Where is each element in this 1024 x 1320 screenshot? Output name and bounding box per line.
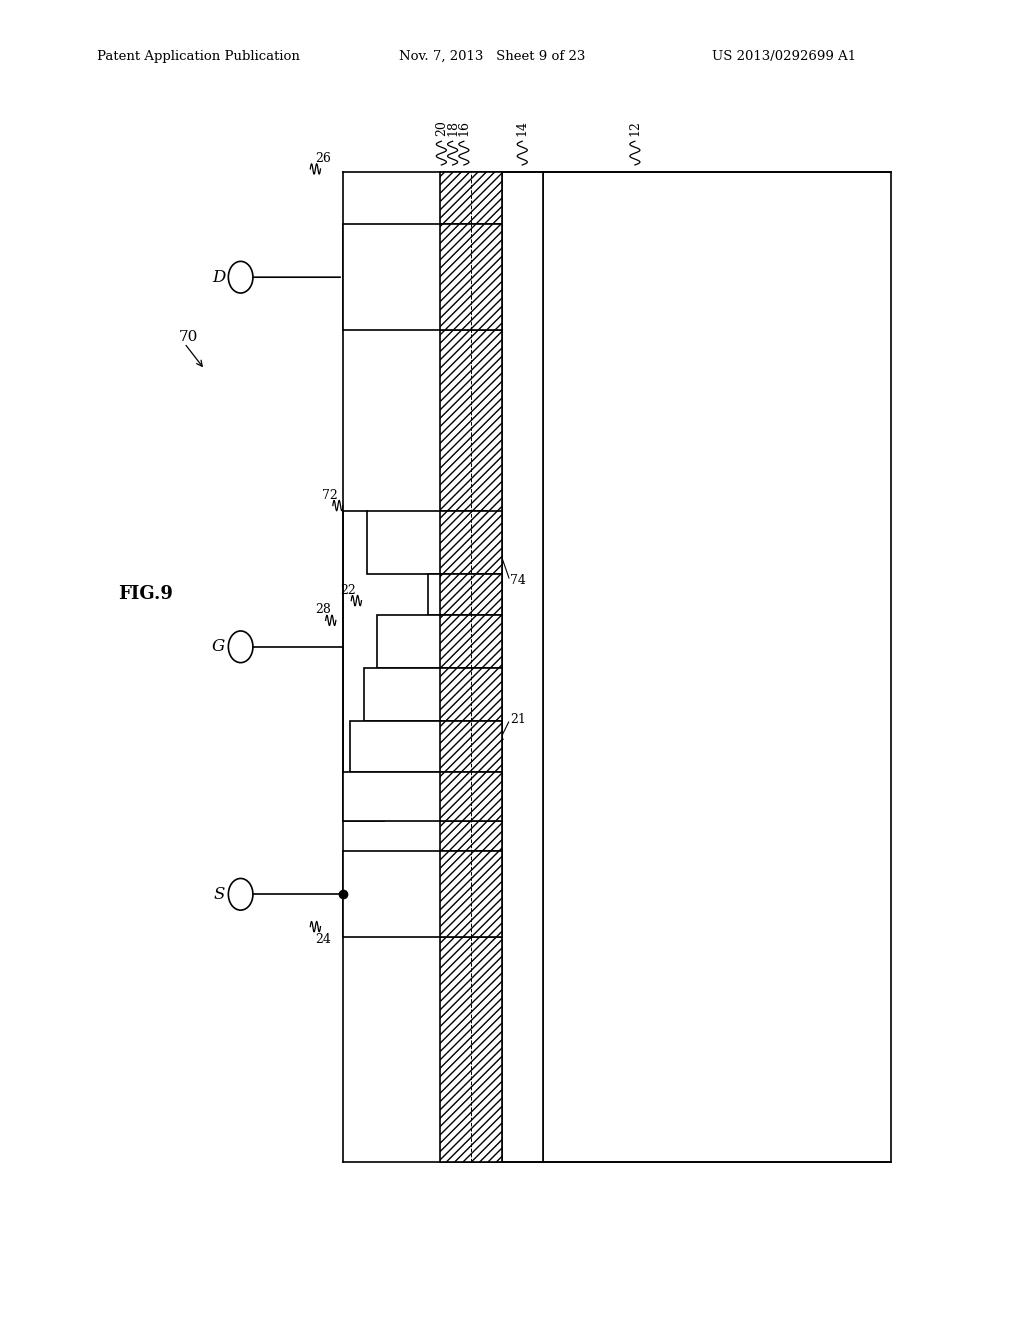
Bar <box>440 772 502 821</box>
Text: S: S <box>214 886 225 903</box>
Bar <box>343 851 502 937</box>
Text: 12: 12 <box>629 120 641 136</box>
Text: 22: 22 <box>341 583 356 597</box>
Bar <box>428 574 502 615</box>
Bar <box>440 224 502 330</box>
Text: 26: 26 <box>315 152 332 165</box>
Bar <box>440 851 502 937</box>
Bar <box>502 172 543 1162</box>
Bar <box>440 172 502 1162</box>
Bar <box>440 511 502 574</box>
Text: 21: 21 <box>510 713 526 726</box>
Text: 72: 72 <box>323 488 338 502</box>
Bar <box>364 668 492 721</box>
Text: FIG.9: FIG.9 <box>118 585 173 603</box>
Bar <box>440 574 502 615</box>
Text: US 2013/0292699 A1: US 2013/0292699 A1 <box>712 50 856 63</box>
Text: 20: 20 <box>435 120 447 136</box>
Bar <box>343 224 502 330</box>
Bar <box>543 172 891 1162</box>
Bar <box>367 511 487 574</box>
Text: 70: 70 <box>179 330 199 343</box>
Text: Patent Application Publication: Patent Application Publication <box>97 50 300 63</box>
Text: Nov. 7, 2013   Sheet 9 of 23: Nov. 7, 2013 Sheet 9 of 23 <box>399 50 586 63</box>
Bar <box>350 721 492 772</box>
Text: 28: 28 <box>314 603 331 616</box>
Bar <box>377 615 492 668</box>
Bar <box>440 668 502 721</box>
Text: G: G <box>212 639 225 655</box>
Text: 14: 14 <box>516 120 528 136</box>
Text: 74: 74 <box>510 574 526 587</box>
Text: 16: 16 <box>458 120 470 136</box>
Text: D: D <box>212 269 225 285</box>
Text: 24: 24 <box>315 933 332 946</box>
Bar <box>440 615 502 668</box>
Text: 18: 18 <box>446 120 459 136</box>
Bar <box>440 721 502 772</box>
Bar <box>343 772 502 821</box>
